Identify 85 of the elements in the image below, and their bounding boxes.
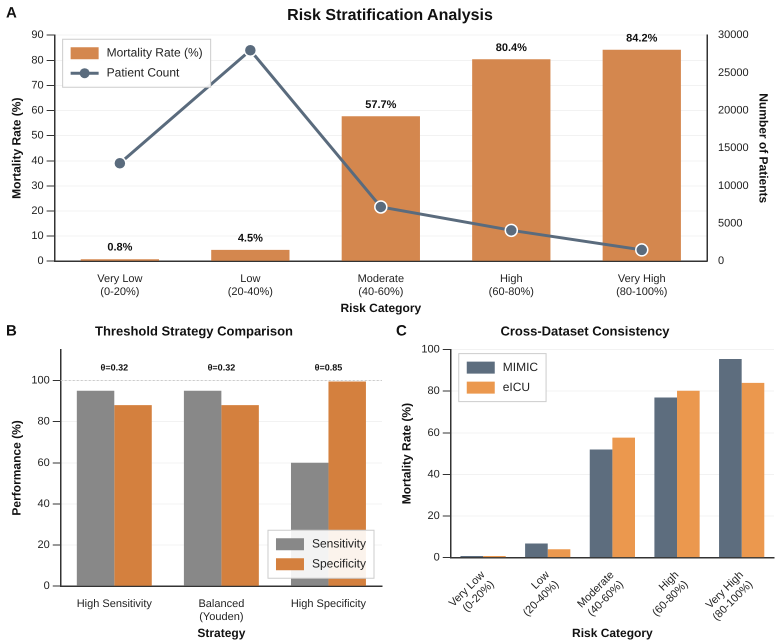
y-tick-label: 60: [31, 104, 44, 117]
y-tick-label: 0: [38, 255, 44, 268]
point: [244, 44, 258, 58]
y-axis-title: Mortality Rate (%): [10, 98, 24, 199]
y-tick-label: 70: [31, 79, 44, 92]
y2-tick-label: 30000: [718, 29, 749, 42]
text: A: [6, 4, 17, 22]
y-axis-title: Performance (%): [10, 420, 24, 516]
y-tick-label: 10: [31, 230, 44, 242]
y2-tick-label: 25000: [718, 66, 749, 79]
y-tick-label: 80: [31, 54, 44, 66]
annotation: θ=0.32: [208, 362, 236, 372]
legend-label: MIMIC: [502, 360, 538, 374]
y-tick-label: 60: [38, 456, 50, 469]
y-axis-title: Mortality Rate (%): [400, 402, 414, 504]
y-tick-label: 20: [38, 539, 50, 552]
y2-axis-title: Number of Patients: [756, 93, 770, 204]
point: [113, 156, 127, 170]
y2-tick-label: 5000: [718, 218, 742, 230]
bar: [525, 543, 548, 558]
y-tick-label: 20: [31, 205, 44, 218]
legend-label: Patient Count: [106, 66, 180, 80]
bar: [342, 116, 420, 261]
chart-title: Risk Stratification Analysis: [287, 7, 493, 24]
y-tick-label: 30: [31, 180, 44, 192]
y-tick-label: 20: [428, 510, 440, 522]
y-tick-label: 100: [421, 344, 440, 356]
legend-label: Sensitivity: [312, 536, 366, 551]
x-axis-title: Risk Category: [340, 301, 422, 316]
y-tick-label: 40: [31, 154, 44, 167]
bar: [472, 59, 550, 261]
y2-tick-label: 10000: [718, 180, 749, 192]
text: C: [396, 322, 407, 340]
data-label: 4.5%: [238, 232, 264, 244]
y2-tick-label: 15000: [718, 142, 749, 154]
bar: [612, 438, 636, 558]
legend-label: eICU: [502, 380, 530, 394]
x-tick-label: Moderate (40-60%): [358, 272, 404, 298]
point: [504, 224, 518, 238]
bar: [211, 250, 290, 261]
bar: [742, 382, 764, 558]
y-tick-label: 0: [44, 580, 50, 592]
x-tick-label: Balanced (Youden): [198, 598, 244, 624]
x-tick-label: Very Low (0-20%): [97, 272, 143, 298]
bar: [719, 358, 742, 558]
annotation: θ=0.32: [100, 362, 128, 372]
bar: [677, 390, 700, 558]
x-tick-label: Low (20-40%): [228, 272, 273, 298]
point: [635, 243, 649, 257]
bar: [654, 397, 678, 558]
y2-tick-label: 20000: [718, 104, 749, 117]
bar: [602, 50, 681, 261]
x-tick-label: High (60-80%): [488, 272, 534, 298]
y-tick-label: 40: [428, 468, 440, 480]
bar: [221, 405, 259, 586]
legend-label: Mortality Rate (%): [106, 46, 203, 60]
x-tick-label: Very High (80-100%): [616, 272, 668, 298]
data-label: 80.4%: [496, 42, 528, 54]
data-label: 57.7%: [365, 98, 397, 111]
x-tick-label: High Sensitivity: [76, 598, 152, 610]
point: [374, 200, 388, 214]
bar: [76, 390, 114, 586]
y-tick-label: 90: [31, 29, 44, 42]
bar: [590, 449, 612, 558]
chart-title: Cross-Dataset Consistency: [500, 323, 670, 338]
x-axis-title: Risk Category: [572, 626, 654, 640]
y-tick-label: 80: [428, 385, 440, 398]
y-tick-label: 60: [428, 426, 440, 439]
data-label: 84.2%: [626, 32, 658, 44]
data-label: 0.8%: [107, 242, 133, 254]
y2-tick-label: 0: [718, 255, 724, 268]
x-axis-title: Strategy: [197, 626, 246, 640]
y-tick-label: 100: [31, 374, 50, 386]
bar: [114, 405, 152, 586]
y-tick-label: 80: [38, 416, 50, 428]
y-tick-label: 50: [31, 130, 44, 142]
y-tick-label: 40: [38, 498, 50, 510]
x-tick-label: High Specificity: [290, 598, 367, 610]
bar: [184, 390, 222, 586]
text: B: [6, 322, 17, 340]
annotation: θ=0.85: [314, 362, 342, 372]
chart-title: Threshold Strategy Comparison: [95, 323, 294, 338]
legend-label: Specificity: [312, 556, 366, 571]
bar: [548, 549, 570, 558]
y-tick-label: 0: [434, 552, 440, 564]
